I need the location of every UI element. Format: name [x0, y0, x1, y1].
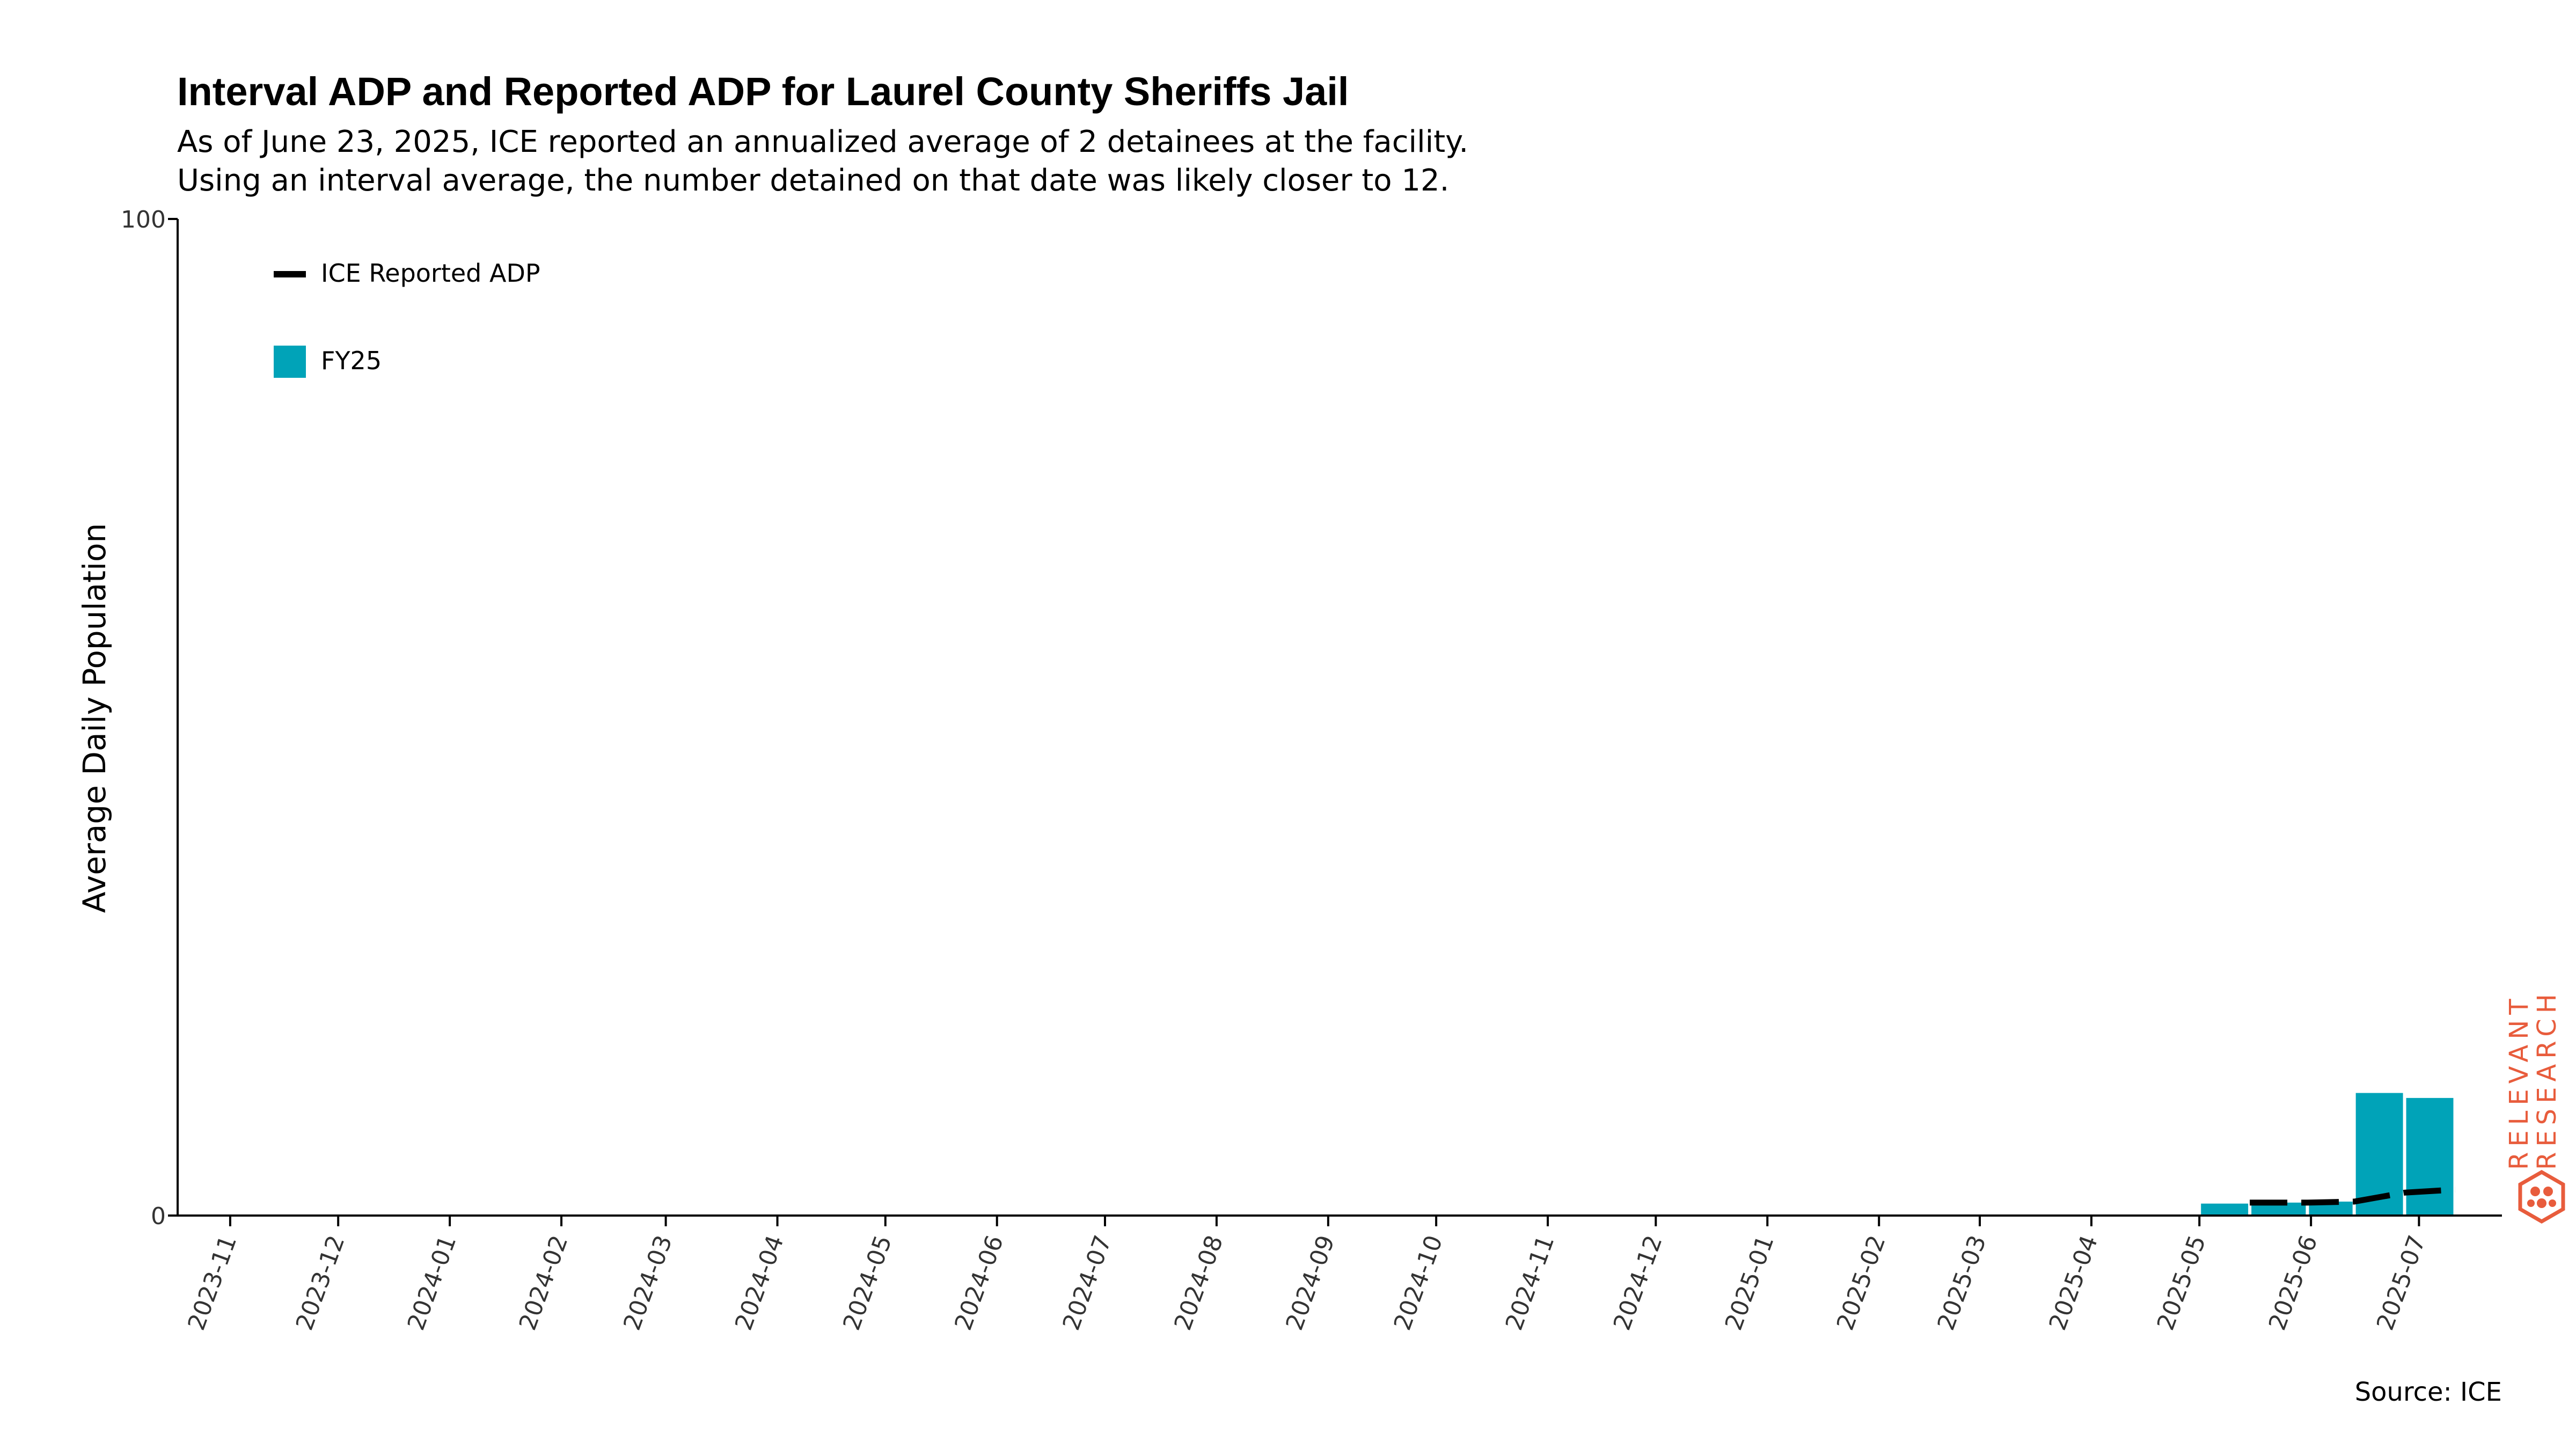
x-tick-label-1: 2023-12	[291, 1232, 350, 1334]
x-tick-label-5: 2024-04	[730, 1232, 789, 1334]
logo-line-2: RESEARCH	[2532, 989, 2562, 1170]
logo-text: RELEVANT RESEARCH	[2504, 945, 2576, 1170]
x-tick-label-15: 2025-02	[1832, 1232, 1891, 1334]
x-tick-label-10: 2024-09	[1280, 1232, 1340, 1334]
subtitle-line-2: Using an interval average, the number de…	[177, 163, 1450, 198]
chart-title: Interval ADP and Reported ADP for Laurel…	[177, 69, 1349, 114]
bars-layer	[2201, 1093, 2454, 1216]
x-tick-label-19: 2025-06	[2264, 1232, 2323, 1334]
x-tick-label-8: 2024-07	[1058, 1232, 1117, 1334]
legend-label-ice-reported-adp: ICE Reported ADP	[321, 259, 540, 288]
x-tick-label-13: 2024-12	[1608, 1232, 1668, 1334]
x-tick-label-7: 2024-06	[949, 1232, 1009, 1334]
ice-reported-adp-line	[2250, 1187, 2455, 1206]
x-tick-label-20: 2025-07	[2372, 1232, 2431, 1334]
y-ticks-layer: 0 100	[121, 206, 178, 1230]
x-tick-label-0: 2023-11	[182, 1232, 242, 1334]
line-layer	[2250, 1187, 2455, 1206]
legend-label-fy25: FY25	[321, 346, 382, 375]
y-tick-label-1: 100	[121, 206, 166, 233]
x-tick-label-4: 2024-03	[618, 1232, 678, 1334]
x-tick-label-14: 2025-01	[1720, 1232, 1780, 1334]
x-tick-label-9: 2024-08	[1169, 1232, 1228, 1334]
source-note: Source: ICE	[2354, 1377, 2502, 1407]
subtitle-line-1: As of June 23, 2025, ICE reported an ann…	[177, 125, 1469, 159]
x-tick-label-11: 2024-10	[1389, 1232, 1448, 1334]
x-tick-label-6: 2024-05	[838, 1232, 897, 1334]
x-ticks-layer: 2023-11 2023-12 2024-01 2024-02 2024-03 2024-…	[182, 1216, 2431, 1334]
x-tick-label-16: 2025-03	[1933, 1232, 1992, 1334]
relevant-research-logo: RELEVANT RESEARCH	[2504, 989, 2576, 1224]
x-tick-label-3: 2024-02	[514, 1232, 574, 1334]
bar-4	[2406, 1097, 2454, 1216]
legend-bar-swatch	[274, 346, 306, 378]
legend	[274, 271, 306, 378]
logo-line-1: RELEVANT	[2504, 993, 2534, 1170]
y-tick-label-0: 0	[151, 1203, 166, 1230]
x-tick-label-17: 2025-04	[2044, 1232, 2104, 1334]
x-tick-label-12: 2024-11	[1501, 1232, 1560, 1334]
hexagon-logo-icon	[2518, 1170, 2565, 1224]
bar-0	[2201, 1203, 2249, 1216]
x-tick-label-18: 2025-05	[2152, 1232, 2212, 1334]
x-tick-label-2: 2024-01	[402, 1232, 462, 1334]
